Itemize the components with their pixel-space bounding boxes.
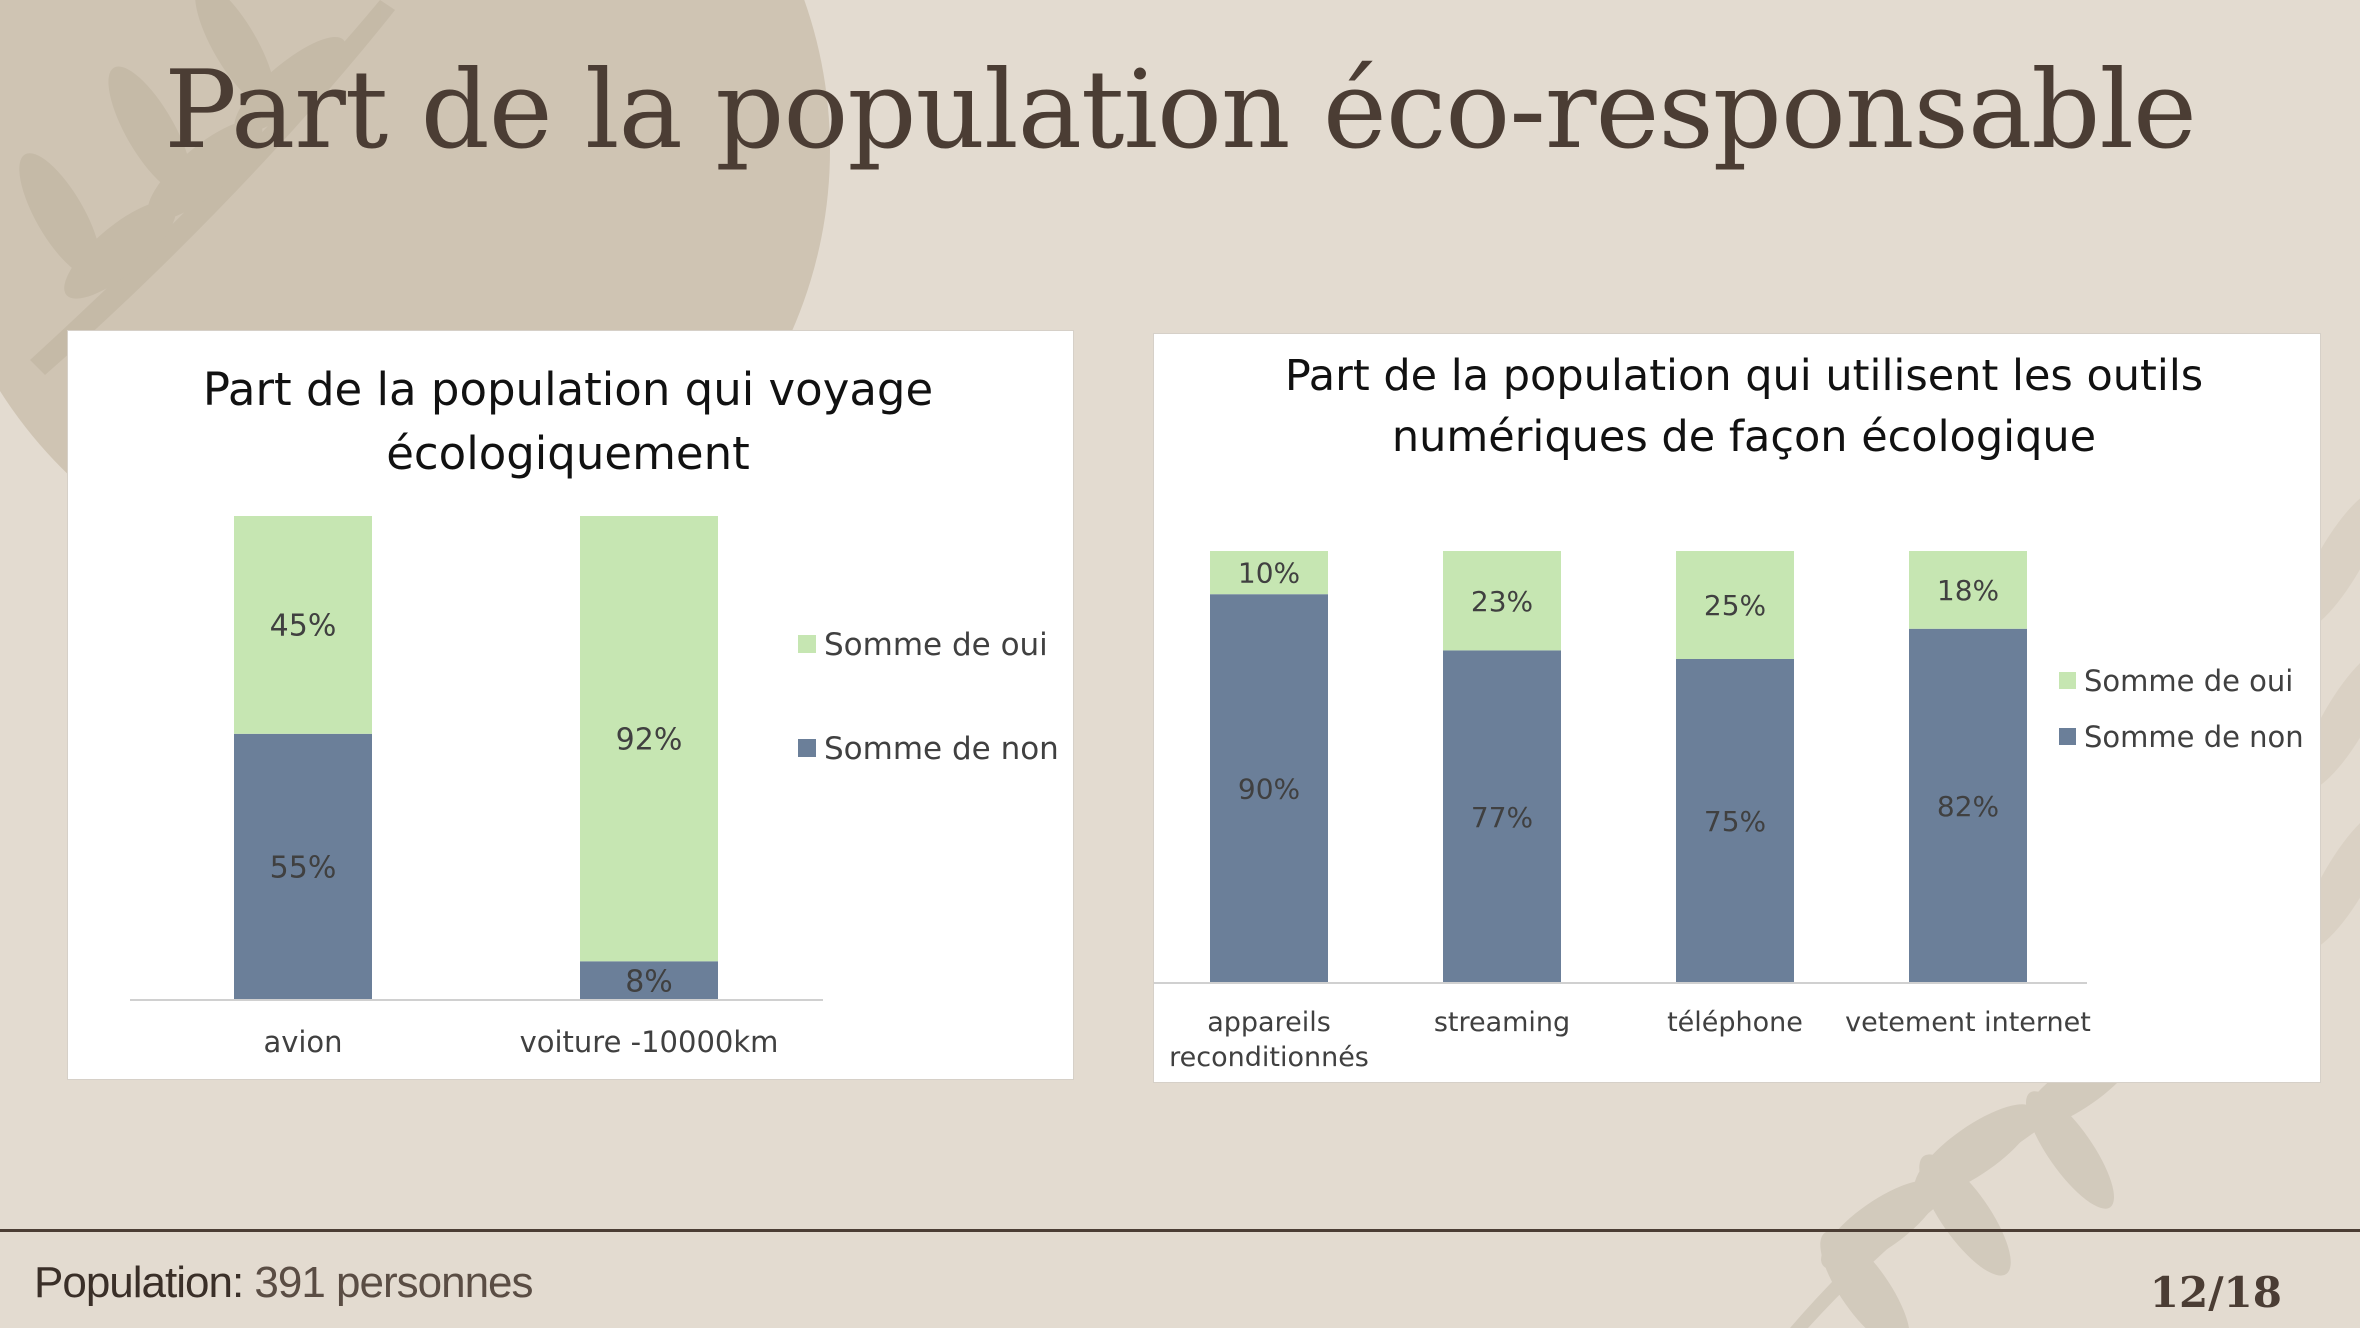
data-label: 25% [1704, 589, 1766, 622]
legend-swatch [2059, 728, 2076, 745]
bar-oui [234, 516, 372, 734]
chart-title-line: numériques de façon écologique [1392, 412, 2096, 462]
slide-title: Part de la population éco-responsable [164, 48, 2197, 173]
bar-oui [1909, 551, 2027, 629]
bar-non [580, 961, 718, 1000]
legend-label: Somme de non [2084, 720, 2304, 754]
footer-population: Population: 391 personnes [34, 1258, 534, 1308]
chart-title-line: écologiquement [386, 427, 750, 480]
data-label: 92% [616, 722, 683, 757]
legend-swatch [798, 739, 816, 757]
footer-label: Population: [34, 1258, 244, 1307]
bar-oui [580, 516, 718, 962]
data-label: 45% [270, 609, 337, 644]
category-label: appareils [1207, 1007, 1331, 1038]
chart-title-line: Part de la population qui voyage [203, 363, 933, 416]
bar-oui [1676, 551, 1794, 659]
legend-label: Somme de non [824, 731, 1059, 767]
footer-value: 391 personnes [254, 1258, 533, 1307]
data-label: 75% [1704, 805, 1766, 838]
legend-swatch [2059, 672, 2076, 689]
category-label: téléphone [1667, 1007, 1803, 1038]
data-label: 55% [270, 851, 337, 886]
data-label: 23% [1471, 585, 1533, 618]
chart-title-line: Part de la population qui utilisent les … [1285, 351, 2203, 401]
data-label: 90% [1238, 773, 1300, 806]
chart-panel-numerique: Part de la population qui utilisent les … [1153, 333, 2321, 1083]
data-label: 8% [625, 964, 673, 999]
category-label: avion [263, 1025, 342, 1059]
bar-non [1676, 659, 1794, 983]
leaf-ornament-topleft [19, 0, 395, 375]
bar-oui [1210, 551, 1328, 595]
data-label: 18% [1937, 574, 1999, 607]
legend-swatch [798, 635, 816, 653]
data-label: 77% [1471, 801, 1533, 834]
category-label: reconditionnés [1169, 1042, 1369, 1073]
data-label: 10% [1238, 557, 1300, 590]
bar-non [1443, 650, 1561, 983]
chart-panel-voyage: Part de la population qui voyage écologiq… [67, 330, 1074, 1080]
legend-label: Somme de oui [2084, 664, 2293, 698]
data-label: 82% [1937, 790, 1999, 823]
bar-non [234, 733, 372, 1000]
footer-divider [0, 1229, 2360, 1232]
chart-voyage: Part de la population qui voyage écologiq… [130, 363, 1059, 1059]
bar-oui [1443, 551, 1561, 651]
chart-numerique: Part de la population qui utilisent les … [1154, 351, 2304, 1073]
category-label: vetement internet [1845, 1007, 2091, 1038]
bar-non [1210, 594, 1328, 983]
category-label: voiture -10000km [520, 1025, 779, 1059]
legend-label: Somme de oui [824, 627, 1048, 663]
bar-non [1909, 628, 2027, 983]
category-label: streaming [1434, 1007, 1570, 1038]
page-number: 12/18 [2149, 1268, 2282, 1317]
